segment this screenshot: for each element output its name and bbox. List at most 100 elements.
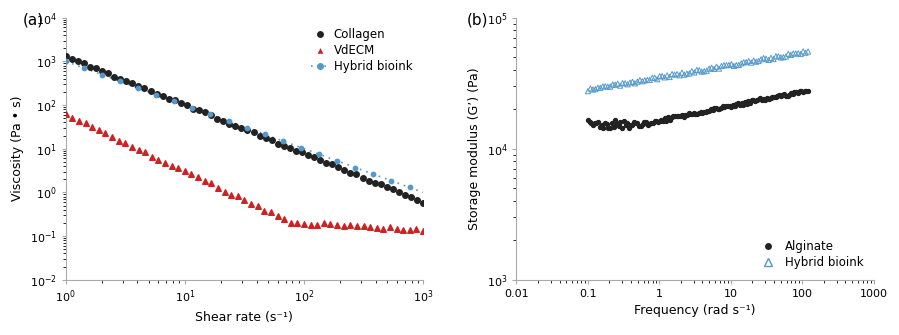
Alginate	[673, 113, 688, 119]
Alginate	[657, 116, 672, 121]
VdECM	[105, 135, 120, 140]
Point	[312, 151, 326, 157]
Point	[112, 79, 127, 84]
Alginate	[659, 118, 673, 123]
Alginate	[763, 95, 778, 100]
Collagen	[416, 200, 431, 206]
Hybrid bioink	[636, 78, 650, 84]
VdECM	[237, 197, 252, 203]
Point	[384, 178, 398, 184]
Alginate	[729, 102, 743, 107]
VdECM	[231, 194, 245, 199]
Alginate	[741, 98, 755, 104]
Alginate	[613, 119, 628, 124]
Collagen	[264, 138, 279, 143]
Point	[149, 92, 164, 97]
VdECM	[98, 131, 112, 136]
Alginate	[772, 92, 787, 98]
VdECM	[257, 208, 271, 213]
Hybrid bioink	[709, 64, 724, 69]
Alginate	[615, 126, 629, 131]
Collagen	[235, 125, 249, 130]
VdECM	[376, 226, 390, 232]
VdECM	[263, 209, 278, 215]
Collagen	[107, 74, 121, 80]
Alginate	[708, 105, 723, 110]
Alginate	[757, 96, 771, 102]
VdECM	[224, 192, 238, 198]
Alginate	[753, 96, 768, 101]
Alginate	[628, 120, 643, 126]
Hybrid bioink	[774, 55, 788, 60]
VdECM	[416, 228, 431, 234]
Alginate	[712, 106, 726, 112]
Alginate	[645, 120, 660, 125]
Collagen	[386, 187, 400, 192]
VdECM	[85, 124, 100, 130]
Alginate	[651, 120, 665, 125]
VdECM	[251, 204, 265, 209]
Hybrid bioink	[705, 65, 719, 70]
Collagen	[143, 88, 157, 94]
Alginate	[702, 108, 717, 114]
Collagen	[180, 103, 194, 108]
Alginate	[623, 123, 637, 128]
Alginate	[801, 89, 815, 94]
Alginate	[640, 122, 654, 127]
Point	[131, 85, 146, 90]
Alginate	[642, 121, 656, 126]
Collagen	[368, 181, 382, 186]
VdECM	[218, 189, 232, 195]
Hybrid bioink	[754, 57, 769, 62]
Alginate	[617, 119, 631, 124]
Hybrid bioink	[726, 63, 741, 69]
Hybrid bioink	[791, 51, 806, 56]
Alginate	[654, 117, 669, 123]
Hybrid bioink	[746, 58, 761, 63]
Alginate	[584, 120, 599, 125]
Alginate	[733, 103, 747, 108]
Collagen	[204, 112, 218, 118]
Alginate	[704, 107, 718, 112]
Collagen	[216, 118, 230, 123]
Collagen	[343, 170, 358, 176]
Hybrid bioink	[781, 51, 796, 57]
VdECM	[324, 221, 338, 226]
Collagen	[404, 194, 418, 200]
Hybrid bioink	[618, 81, 632, 86]
Hybrid bioink	[672, 73, 687, 78]
VdECM	[131, 147, 146, 152]
Alginate	[603, 125, 618, 131]
Hybrid bioink	[779, 54, 793, 59]
Alginate	[683, 112, 698, 117]
Alginate	[594, 123, 609, 128]
Collagen	[156, 93, 170, 98]
Collagen	[119, 79, 133, 84]
Alginate	[784, 90, 798, 96]
Hybrid bioink	[794, 51, 808, 57]
Point	[258, 132, 272, 137]
Collagen	[174, 100, 188, 106]
Hybrid bioink	[766, 56, 780, 62]
Collagen	[295, 150, 309, 155]
Alginate	[716, 104, 730, 109]
Hybrid bioink	[702, 66, 717, 71]
Point	[276, 138, 290, 144]
Hybrid bioink	[655, 73, 670, 79]
Hybrid bioink	[591, 85, 605, 90]
Hybrid bioink	[736, 60, 751, 65]
VdECM	[283, 220, 298, 225]
Collagen	[301, 153, 316, 158]
Hybrid bioink	[719, 63, 734, 68]
Alginate	[710, 106, 725, 111]
Alginate	[666, 114, 681, 119]
VdECM	[396, 227, 411, 232]
Hybrid bioink	[764, 55, 779, 61]
Hybrid bioink	[744, 60, 759, 65]
Alginate	[670, 113, 684, 119]
Collagen	[373, 182, 387, 187]
Alginate	[734, 101, 749, 106]
VdECM	[184, 171, 199, 177]
Hybrid bioink	[637, 78, 652, 83]
Collagen	[319, 160, 334, 166]
